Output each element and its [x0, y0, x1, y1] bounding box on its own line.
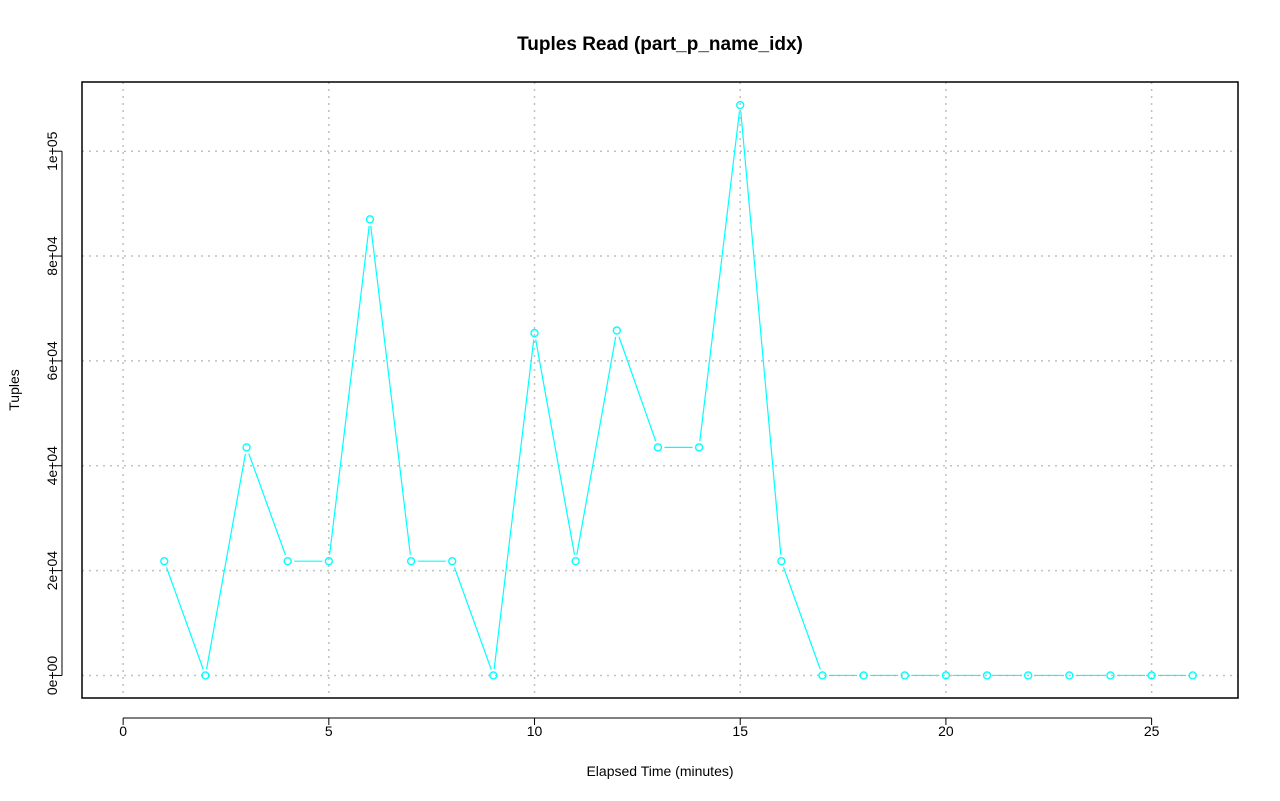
series-line-segment — [535, 339, 576, 555]
data-point — [324, 556, 334, 566]
series-line-segment — [329, 225, 370, 555]
data-point — [777, 556, 786, 566]
x-tick-label: 5 — [325, 723, 333, 739]
plot-frame — [81, 81, 1239, 699]
data-point — [1023, 671, 1033, 680]
x-tick-label: 0 — [119, 723, 127, 739]
y-tick-label: 6e+04 — [44, 341, 60, 381]
data-point — [982, 671, 992, 680]
series-line-segment — [453, 567, 492, 670]
x-tick-label: 25 — [1144, 723, 1160, 739]
y-tick-label: 1e+05 — [44, 131, 60, 171]
data-point — [571, 556, 580, 566]
data-point — [283, 556, 292, 566]
data-point — [818, 671, 827, 680]
data-point — [242, 443, 251, 452]
series-line-segment — [740, 111, 782, 555]
series-line-segment — [165, 567, 204, 670]
grid — [82, 82, 1238, 698]
data-point — [1065, 671, 1074, 680]
series-line-segment — [699, 111, 741, 442]
series-line-segment — [576, 336, 617, 555]
series-line-segment — [370, 225, 411, 555]
x-tick-label: 10 — [527, 723, 543, 739]
y-tick-label: 2e+04 — [44, 551, 60, 591]
data-point — [1147, 671, 1156, 680]
x-axis-label: Elapsed Time (minutes) — [586, 763, 733, 779]
data-point — [365, 215, 375, 224]
data-point — [160, 556, 169, 566]
data-point — [736, 100, 745, 110]
series-line-segment — [782, 567, 821, 670]
data-point — [489, 671, 498, 680]
y-tick-label: 8e+04 — [44, 236, 60, 276]
x-tick-label: 15 — [732, 723, 748, 739]
data-point — [201, 671, 210, 680]
series-line-segment — [205, 453, 246, 670]
data-point — [612, 326, 622, 335]
data-point — [859, 671, 868, 680]
data-point — [448, 556, 457, 566]
series-line-segment — [618, 336, 657, 442]
data-point — [1188, 671, 1197, 680]
series-layer — [160, 100, 1197, 680]
data-point — [694, 443, 704, 452]
series-line-segment — [248, 453, 287, 556]
data-point — [1106, 671, 1115, 680]
data-point — [653, 443, 663, 452]
y-tick-label: 0e+00 — [44, 656, 60, 696]
series-line-segment — [493, 339, 535, 670]
data-point — [406, 556, 416, 566]
chart-title: Tuples Read (part_p_name_idx) — [517, 34, 803, 55]
data-point — [900, 671, 909, 680]
axes: 0 5 10 15 20 25 0e+00 2e+04 4e+04 6e+04 8e+04 1e+05 — [44, 131, 1160, 739]
data-point — [530, 328, 539, 338]
data-point — [941, 671, 951, 680]
y-tick-label: 4e+04 — [44, 446, 60, 486]
y-axis-label: Tuples — [6, 369, 22, 411]
x-tick-label: 20 — [938, 723, 954, 739]
